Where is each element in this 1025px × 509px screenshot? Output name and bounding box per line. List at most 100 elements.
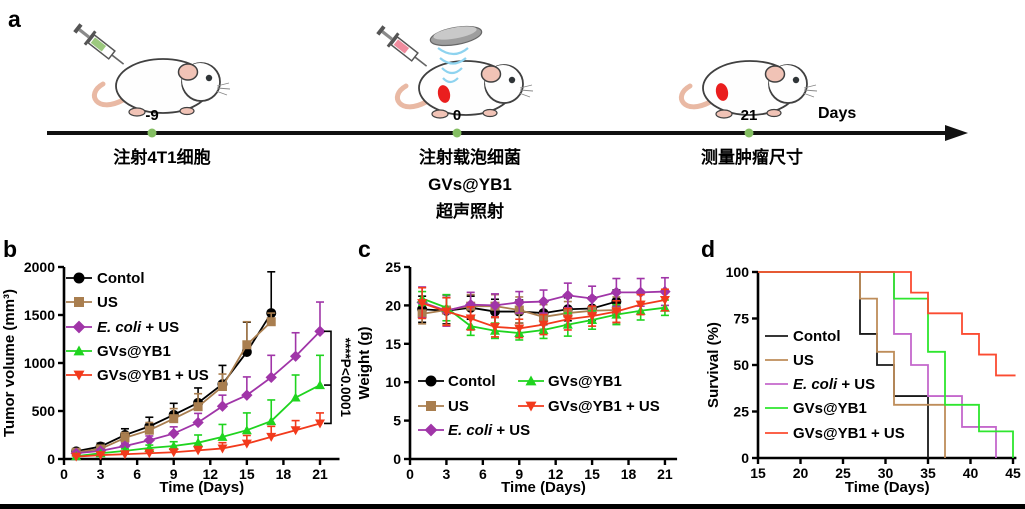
svg-text:20: 20 (385, 297, 401, 313)
legend: Contol US E. coli + US GVs@YB1 GVs@YB1 + US (418, 373, 660, 439)
svg-text:25: 25 (385, 259, 401, 275)
series-E. coli + US (758, 271, 997, 458)
svg-text:500: 500 (32, 403, 56, 419)
svg-text:30: 30 (878, 465, 894, 481)
survival-chart: 0 25 50 75 100 15 20 25 30 35 40 45 Time (Days) Survi… (705, 264, 1021, 496)
svg-text:0: 0 (47, 451, 55, 467)
svg-text:GVs@YB1: GVs@YB1 (548, 373, 622, 390)
timepoint-minus9-label: -9 (145, 107, 159, 124)
svg-text:9: 9 (170, 466, 178, 482)
svg-text:Contol: Contol (793, 328, 840, 345)
svg-text:15: 15 (239, 466, 255, 482)
svg-text:50: 50 (733, 357, 749, 373)
svg-text:25: 25 (733, 404, 749, 420)
days-axis-label: Days (818, 105, 857, 122)
figure-bottom-rule (0, 504, 1025, 509)
caption-line-3: 超声照射 (436, 202, 504, 221)
legend: Contol US E. coli + US GVs@YB1 GVs@YB1 + US (66, 270, 209, 384)
svg-text:6: 6 (479, 466, 487, 482)
svg-text:35: 35 (920, 465, 936, 481)
body-weight-chart: 0 5 10 15 20 25 0 3 6 9 12 15 18 21 Time (Days) Weight … (356, 259, 678, 496)
panel-a-letter: a (8, 6, 21, 32)
svg-text:1000: 1000 (24, 355, 55, 371)
panel-d-letter: d (701, 236, 716, 262)
syringe-green-icon (73, 23, 125, 65)
caption-inject-bacteria: 注射载泡细菌 GVs@YB1 超声照射 (360, 144, 580, 225)
svg-text:E. coli + US: E. coli + US (793, 376, 875, 393)
caption-inject-4t1: 注射4T1细胞 (113, 148, 211, 167)
svg-text:Time (Days): Time (Days) (501, 479, 586, 496)
caption-line-1: 注射载泡细菌 (419, 148, 521, 167)
series-GVs@YB1 (758, 271, 1014, 458)
svg-text:6: 6 (133, 466, 141, 482)
svg-text:****P<0.0001: ****P<0.0001 (338, 338, 353, 418)
series-E. coli + US (70, 301, 326, 459)
svg-text:GVs@YB1: GVs@YB1 (793, 400, 867, 417)
svg-text:40: 40 (963, 465, 979, 481)
svg-text:Time (Days): Time (Days) (845, 479, 930, 496)
svg-text:12: 12 (202, 466, 218, 482)
svg-text:GVs@YB1 + US: GVs@YB1 + US (548, 398, 660, 415)
svg-text:0: 0 (406, 466, 414, 482)
series-US (71, 312, 276, 457)
svg-text:US: US (793, 352, 814, 369)
timeline-arrowhead (945, 125, 968, 141)
svg-text:Contol: Contol (448, 373, 495, 390)
svg-text:US: US (448, 398, 469, 415)
svg-text:100: 100 (726, 264, 750, 280)
mouse-2-bacteria-ultrasound (376, 25, 533, 118)
svg-text:0: 0 (741, 450, 749, 466)
series-US (758, 271, 946, 458)
panel-c-letter: c (358, 236, 371, 262)
mouse-1-tumor-injection (73, 23, 230, 116)
svg-text:Tumor volume (mm³): Tumor volume (mm³) (1, 289, 18, 437)
svg-text:0: 0 (60, 466, 68, 482)
svg-text:US: US (97, 294, 118, 311)
svg-text:21: 21 (657, 466, 673, 482)
svg-text:3: 3 (97, 466, 105, 482)
svg-text:GVs@YB1: GVs@YB1 (97, 343, 171, 360)
timepoint-21-label: 21 (740, 107, 758, 124)
tumor-volume-chart: 0 500 1000 1500 2000 0 3 6 9 12 15 18 21 Time (Days) T… (1, 259, 353, 496)
syringe-red-icon (376, 25, 428, 67)
caption-measure-tumor: 测量肿瘤尺寸 (701, 148, 803, 167)
timepoint-0-label: 0 (452, 107, 462, 124)
tumor-mark (715, 83, 729, 101)
ultrasound-transducer-icon (429, 25, 483, 47)
svg-text:E. coli + US: E. coli + US (448, 422, 530, 439)
significance-annotation: ****P<0.0001 (324, 330, 353, 425)
svg-text:5: 5 (393, 413, 401, 429)
svg-text:0: 0 (393, 451, 401, 467)
svg-text:21: 21 (312, 466, 328, 482)
series-GVs@YB1 + US (758, 271, 1016, 377)
svg-text:12: 12 (548, 466, 564, 482)
svg-text:Weight (g): Weight (g) (356, 326, 373, 399)
timeline-dot-21 (744, 128, 754, 138)
svg-text:3: 3 (443, 466, 451, 482)
axes: 0 25 50 75 100 15 20 25 30 35 40 45 Time (Days) Survi… (705, 264, 1021, 496)
svg-text:E. coli + US: E. coli + US (97, 319, 179, 336)
series-GVs@YB1 + US (417, 286, 670, 339)
svg-text:10: 10 (385, 374, 401, 390)
svg-text:20: 20 (793, 465, 809, 481)
timeline (47, 125, 968, 141)
svg-text:18: 18 (621, 466, 637, 482)
ultrasound-waves-icon (437, 47, 469, 84)
caption-line-2: GVs@YB1 (428, 175, 512, 194)
svg-text:18: 18 (276, 466, 292, 482)
svg-text:15: 15 (584, 466, 600, 482)
svg-text:9: 9 (515, 466, 523, 482)
svg-text:Survival (%): Survival (%) (705, 322, 722, 408)
axes: 0 500 1000 1500 2000 0 3 6 9 12 15 18 21 Time (Days) T… (1, 259, 340, 496)
svg-text:45: 45 (1005, 465, 1021, 481)
svg-text:Time (Days): Time (Days) (159, 479, 244, 496)
svg-text:Contol: Contol (97, 270, 144, 287)
legend: Contol US E. coli + US GVs@YB1 GVs@YB1 + US (765, 328, 905, 442)
svg-text:15: 15 (385, 336, 401, 352)
svg-text:1500: 1500 (24, 307, 55, 323)
panel-a-illustration (47, 23, 968, 141)
tumor-mark (437, 85, 451, 103)
panel-b-letter: b (3, 236, 18, 262)
svg-text:2000: 2000 (24, 259, 55, 275)
